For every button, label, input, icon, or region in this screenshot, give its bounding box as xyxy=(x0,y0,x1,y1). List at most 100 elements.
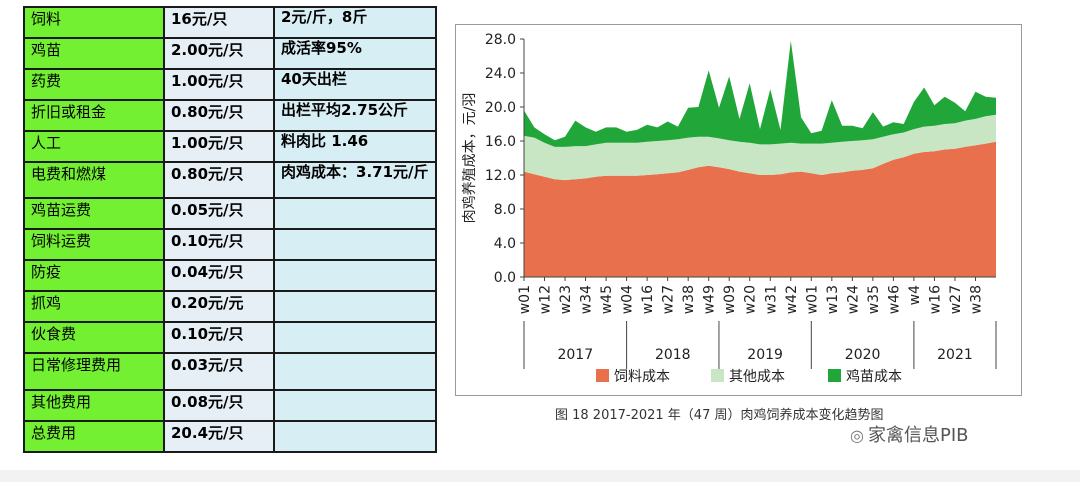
x-tick-label: w01 xyxy=(804,285,820,314)
y-tick-label: 4.0 xyxy=(494,236,516,252)
x-tick-label: w16 xyxy=(640,285,656,314)
note-cell xyxy=(273,321,437,354)
cost-item-cell: 伙食费 xyxy=(23,321,165,354)
table-row: 人工 1.00元/只 料肉比 1.46 xyxy=(23,130,437,163)
x-tick-label: w16 xyxy=(927,285,943,314)
cost-value-cell: 0.80元/只 xyxy=(163,161,275,199)
x-tick-label: w49 xyxy=(702,285,718,314)
figure-caption: 图 18 2017-2021 年（47 周）肉鸡饲养成本变化趋势图 xyxy=(555,408,884,423)
note-cell: 成活率95% xyxy=(273,37,437,70)
cost-table: 饲料 16元/只 2元/斤，8斤 鸡苗 2.00元/只 成活率95% 药费 1.00元/只 40… xyxy=(23,6,437,453)
cost-trend-chart: 0.0 4.0 8.0 12.0 16.0 20.0 24.0 28.0 w01 w12 w23 w… xyxy=(461,32,997,385)
table-row: 其他费用 0.08元/只 xyxy=(23,389,437,422)
y-tick-label: 8.0 xyxy=(494,202,516,218)
x-tick-label: w04 xyxy=(620,285,636,314)
y-tick-label: 12.0 xyxy=(485,168,516,184)
cost-item-cell: 防疫 xyxy=(23,259,165,292)
cost-item-cell: 鸡苗 xyxy=(23,37,165,70)
chart-legend: 饲料成本 其他成本 鸡苗成本 xyxy=(596,368,902,385)
x-tick-label: w31 xyxy=(763,285,779,314)
chart-frame: 0.0 4.0 8.0 12.0 16.0 20.0 24.0 28.0 w01 w12 w23 w… xyxy=(455,24,1022,396)
note-cell: 40天出栏 xyxy=(273,68,437,101)
y-axis: 0.0 4.0 8.0 12.0 16.0 20.0 24.0 28.0 xyxy=(485,32,525,286)
cost-item-cell: 抓鸡 xyxy=(23,290,165,323)
note-cell: 肉鸡成本：3.71元/斤 xyxy=(273,161,437,199)
watermark: ◎ 家禽信息PIB xyxy=(850,421,968,447)
x-tick-label: w42 xyxy=(784,285,800,314)
y-tick-label: 24.0 xyxy=(485,66,516,82)
table-row: 伙食费 0.10元/只 xyxy=(23,321,437,354)
cost-value-cell: 20.4元/只 xyxy=(163,420,275,453)
bottom-strip xyxy=(0,470,1080,482)
legend-label: 鸡苗成本 xyxy=(846,368,902,385)
year-label: 2018 xyxy=(655,347,691,363)
table-row: 饲料运费 0.10元/只 xyxy=(23,228,437,261)
cost-value-cell: 0.04元/只 xyxy=(163,259,275,292)
cost-item-cell: 人工 xyxy=(23,130,165,163)
table-row: 鸡苗 2.00元/只 成活率95% xyxy=(23,37,437,70)
cost-item-cell: 其他费用 xyxy=(23,389,165,422)
watermark-text: 家禽信息PIB xyxy=(867,425,969,446)
note-cell xyxy=(273,259,437,292)
year-label: 2021 xyxy=(937,347,973,363)
cost-item-cell: 鸡苗运费 xyxy=(23,197,165,230)
x-tick-label: w01 xyxy=(517,285,533,314)
year-label: 2017 xyxy=(557,347,593,363)
x-tick-label: w24 xyxy=(845,285,861,314)
x-tick-label: w34 xyxy=(579,285,595,314)
legend-swatch xyxy=(828,369,841,382)
cost-value-cell: 0.03元/只 xyxy=(163,352,275,391)
table-row: 药费 1.00元/只 40天出栏 xyxy=(23,68,437,101)
y-tick-label: 20.0 xyxy=(485,100,516,116)
x-tick-label: w23 xyxy=(558,285,574,314)
note-cell: 出栏平均2.75公斤 xyxy=(273,99,437,132)
x-tick-label: w38 xyxy=(681,285,697,314)
legend-swatch xyxy=(596,369,609,382)
note-cell xyxy=(273,389,437,422)
area-series-2 xyxy=(524,40,996,147)
y-axis-label: 肉鸡养殖成本，元/羽 xyxy=(461,93,478,224)
x-tick-label: w20 xyxy=(743,285,759,314)
y-tick-label: 0.0 xyxy=(494,270,516,286)
cost-table-body: 饲料 16元/只 2元/斤，8斤 鸡苗 2.00元/只 成活率95% 药费 1.00元/只 40… xyxy=(23,6,437,453)
table-row: 防疫 0.04元/只 xyxy=(23,259,437,292)
table-row: 电费和燃煤 0.80元/只 肉鸡成本：3.71元/斤 xyxy=(23,161,437,199)
year-label: 2019 xyxy=(747,347,783,363)
table-row: 日常修理费用 0.03元/只 xyxy=(23,352,437,391)
note-cell: 料肉比 1.46 xyxy=(273,130,437,163)
x-tick-label: w38 xyxy=(968,285,984,314)
area-series-0 xyxy=(524,141,996,277)
x-tick-label: w13 xyxy=(825,285,841,314)
cost-value-cell: 0.10元/只 xyxy=(163,321,275,354)
table-row: 抓鸡 0.20元/元 xyxy=(23,290,437,323)
cost-item-cell: 电费和燃煤 xyxy=(23,161,165,199)
cost-item-cell: 日常修理费用 xyxy=(23,352,165,391)
chart-areas xyxy=(524,40,996,277)
cost-value-cell: 16元/只 xyxy=(163,6,275,39)
table-row: 鸡苗运费 0.05元/只 xyxy=(23,197,437,230)
x-axis: w01 w12 w23 w34 w45 w04 w16 w27 w38 w49 w09 w20 w31 w… xyxy=(517,276,997,369)
cost-item-cell: 饲料 xyxy=(23,6,165,39)
cost-value-cell: 0.08元/只 xyxy=(163,389,275,422)
area-series-1 xyxy=(524,114,996,181)
legend-label: 饲料成本 xyxy=(614,369,670,385)
x-tick-label: w35 xyxy=(866,285,882,314)
x-tick-label: w45 xyxy=(599,285,615,314)
cost-item-cell: 折旧或租金 xyxy=(23,99,165,132)
x-tick-label: w12 xyxy=(538,285,554,314)
y-tick-label: 28.0 xyxy=(485,32,516,48)
note-cell xyxy=(273,290,437,323)
cost-value-cell: 0.80元/只 xyxy=(163,99,275,132)
x-tick-label: w4 xyxy=(907,285,923,305)
legend-swatch xyxy=(711,369,724,382)
x-tick-label: w09 xyxy=(722,285,738,314)
cost-item-cell: 饲料运费 xyxy=(23,228,165,261)
cost-value-cell: 2.00元/只 xyxy=(163,37,275,70)
cost-item-cell: 药费 xyxy=(23,68,165,101)
cost-value-cell: 0.20元/元 xyxy=(163,290,275,323)
x-tick-label: w27 xyxy=(948,285,964,314)
note-cell xyxy=(273,420,437,453)
note-cell xyxy=(273,352,437,391)
cost-item-cell: 总费用 xyxy=(23,420,165,453)
table-row: 折旧或租金 0.80元/只 出栏平均2.75公斤 xyxy=(23,99,437,132)
